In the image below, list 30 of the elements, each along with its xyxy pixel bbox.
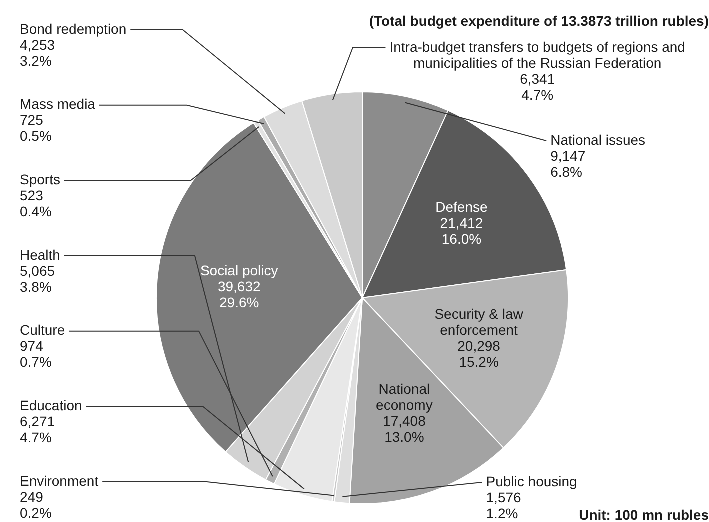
data-label: 20,298 15.2% xyxy=(458,338,501,370)
data-label: 1,576 1.2% xyxy=(486,489,522,522)
data-label: 21,412 16.0% xyxy=(440,215,484,248)
slice-label: Health xyxy=(20,246,60,263)
slice-label: Bond redemption xyxy=(20,20,127,37)
slice-label: Public housing xyxy=(486,473,578,490)
text: Unit: 100 mn rubles xyxy=(579,506,709,522)
data-label: 974 0.7% xyxy=(20,338,52,370)
data-label: 725 0.5% xyxy=(20,112,52,144)
data-label: 523 0.4% xyxy=(20,188,52,220)
data-label: 17,408 13.0% xyxy=(383,413,426,446)
slice-label: National issues xyxy=(550,132,646,148)
data-label: 5,065 3.8% xyxy=(20,262,56,295)
data-label: 249 0.2% xyxy=(20,488,52,521)
slice-label: Mass media xyxy=(20,96,96,112)
data-label: 6,341 4.7% xyxy=(520,70,556,103)
data-label: 6,271 4.7% xyxy=(20,414,56,446)
slice-label: Security & law enforcement xyxy=(434,306,524,338)
slice-label: Defense xyxy=(436,199,488,216)
slice-label: National economy xyxy=(376,381,433,414)
slice-label: Sports xyxy=(20,172,60,188)
slice-label: Culture xyxy=(20,322,66,338)
data-label: 4,253 3.2% xyxy=(20,36,56,69)
data-label: 9,147 6.8% xyxy=(550,148,586,180)
slice-label: Social policy xyxy=(200,262,278,278)
slice-label: Education xyxy=(20,398,82,414)
slice-label: Environment xyxy=(20,472,99,489)
slice-label: Intra-budget transfers to budgets of regions and municipalities of the Russian Federation xyxy=(390,38,686,71)
data-label: 39,632 29.6% xyxy=(218,278,261,310)
chart-title: (Total budget expenditure of 13.3873 trillion rubles) xyxy=(369,12,709,29)
